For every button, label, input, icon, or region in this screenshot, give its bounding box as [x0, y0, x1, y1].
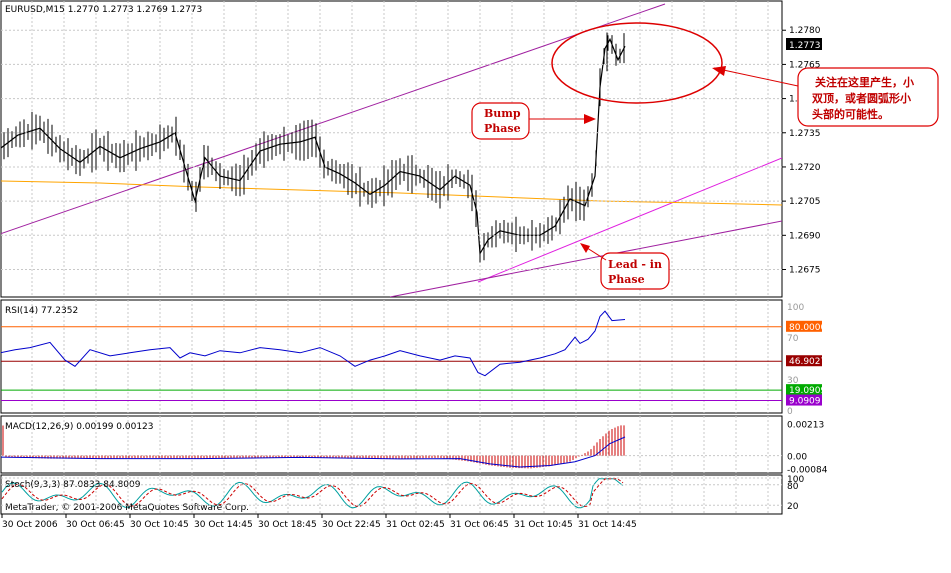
- time-label-0: 30 Oct 2006: [2, 520, 58, 530]
- macd-panel: [0, 415, 783, 474]
- lead-in-arrowhead: [580, 243, 590, 253]
- stoch-scale-0: 100: [787, 475, 804, 485]
- rsi-line: [1, 310, 626, 377]
- time-axis: 30 Oct 2006 30 Oct 06:45 30 Oct 10:45 30 Oc…: [1, 514, 637, 530]
- bump-phase-line-1: Bump: [484, 107, 521, 120]
- lead-in-phase-box: [600, 252, 670, 290]
- stoch-main-line: [1, 478, 624, 509]
- time-label-7: 31 Oct 06:45: [450, 520, 509, 530]
- bump-arrowhead: [584, 114, 596, 124]
- macd-scale-2: -0.00084: [787, 465, 828, 475]
- time-label-9: 31 Oct 14:45: [578, 520, 637, 530]
- price-line: [1, 37, 626, 256]
- time-label-8: 31 Oct 10:45: [514, 520, 573, 530]
- price-tick-label-7: 1.2675: [789, 265, 821, 275]
- main-panel: [0, 0, 783, 298]
- time-label-1: 30 Oct 06:45: [66, 520, 125, 530]
- macd-scale-0: 0.00213: [787, 420, 824, 430]
- rsi-scale-1: 70: [787, 334, 799, 344]
- bump-phase-line-2: Phase: [484, 122, 521, 135]
- price-tick-label-0: 1.2780: [789, 26, 821, 36]
- rsi-level-label-3: 9.0909: [789, 397, 821, 407]
- macd-label: MACD(12,26,9) 0.00199 0.00123: [5, 422, 154, 432]
- chinese-note-line-1: 关注在这里产生，小: [815, 75, 914, 89]
- rsi-panel: [0, 299, 783, 414]
- chart-header: EURUSD,M15 1.2770 1.2773 1.2769 1.2773: [5, 5, 202, 15]
- upper-trendline: [1, 3, 666, 235]
- time-label-2: 30 Oct 10:45: [130, 520, 189, 530]
- time-label-3: 30 Oct 14:45: [194, 520, 253, 530]
- rsi-scale-0: 100: [787, 303, 804, 313]
- stoch-scale-1: 80: [787, 482, 799, 492]
- macd-scale-1: 0.00: [787, 453, 807, 463]
- stoch-panel: [0, 474, 783, 515]
- price-tick-label-4: 1.2720: [789, 163, 821, 173]
- macd-signal-line: [1, 436, 626, 468]
- time-label-6: 31 Oct 02:45: [386, 520, 445, 530]
- rsi-scale-3: 0: [787, 407, 793, 417]
- chinese-note-line-3: 头部的可能性。: [812, 107, 889, 121]
- rsi-level-box-1: [786, 355, 822, 367]
- stoch-scale-2: 20: [787, 502, 799, 512]
- lead-in-phase-line-2: Phase: [608, 273, 645, 286]
- attention-ellipse: [551, 22, 723, 104]
- last-price-label: 1.2773: [789, 41, 821, 51]
- rsi-level-box-0: [786, 320, 822, 332]
- lead-in-phase-line-1: Lead - in: [608, 258, 662, 271]
- callout-arrow: [713, 67, 799, 87]
- price-tick-label-5: 1.2705: [789, 197, 821, 207]
- rsi-scale-2: 30: [787, 376, 799, 386]
- bump-phase-box: [471, 102, 530, 140]
- copyright-label: MetaTrader, © 2001-2006 MetaQuotes Softw…: [5, 503, 249, 513]
- last-price-box: [786, 38, 822, 50]
- chinese-note-line-2: 双顶，或者圆弧形小: [812, 91, 911, 105]
- moving-average-line: [1, 180, 782, 206]
- lower-trendline: [477, 157, 782, 283]
- price-tick-label-3: 1.2735: [789, 129, 821, 139]
- rsi-level-label-0: 80.0000: [789, 323, 826, 333]
- rsi-level-label-2: 19.0909: [789, 386, 826, 396]
- rsi-level-box-3: [786, 394, 822, 406]
- rsi-label: RSI(14) 77.2352: [5, 306, 78, 316]
- time-label-4: 30 Oct 18:45: [258, 520, 317, 530]
- rsi-levels: [1, 326, 782, 402]
- price-tick-label-6: 1.2690: [789, 231, 821, 241]
- stoch-label: Stoch(9,3,3) 87.0833 84.8009: [5, 480, 141, 490]
- callout-arrowhead: [712, 66, 726, 76]
- rsi-level-label-1: 46.9027: [789, 357, 826, 367]
- chinese-note-box: [797, 67, 939, 127]
- macd-axis: 0.00213 0.00 -0.00084: [787, 420, 828, 475]
- rsi-level-box-2: [786, 384, 822, 396]
- base-trendline: [389, 220, 782, 297]
- time-label-5: 30 Oct 22:45: [322, 520, 381, 530]
- price-tick-label-1: 1.2765: [789, 60, 821, 70]
